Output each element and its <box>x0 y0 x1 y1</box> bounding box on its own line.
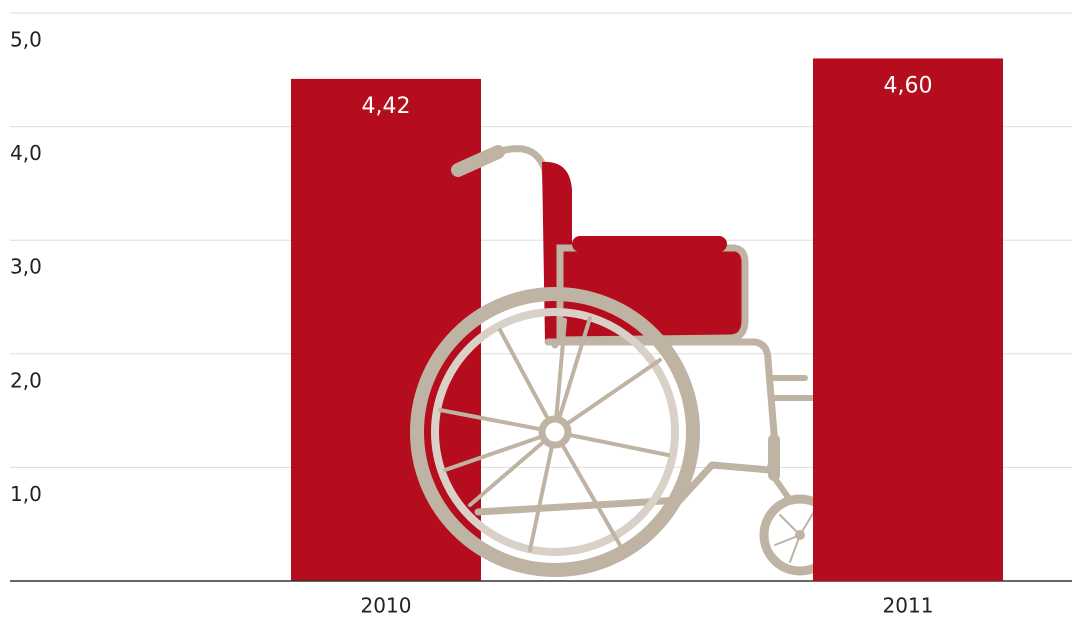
y-tick-label: 1,0 <box>10 482 42 506</box>
y-tick-label: 3,0 <box>10 255 42 279</box>
y-tick-label: 2,0 <box>10 368 42 392</box>
x-tick-label: 2010 <box>361 594 412 618</box>
wheelchair-illustration <box>410 145 841 577</box>
bar <box>813 58 1003 581</box>
y-tick-label: 4,0 <box>10 141 42 165</box>
y-tick-label: 5,0 <box>10 28 42 52</box>
x-tick-label: 2011 <box>883 594 934 618</box>
value-label: 4,42 <box>362 94 411 119</box>
bar <box>291 78 481 581</box>
value-label: 4,60 <box>884 73 933 98</box>
